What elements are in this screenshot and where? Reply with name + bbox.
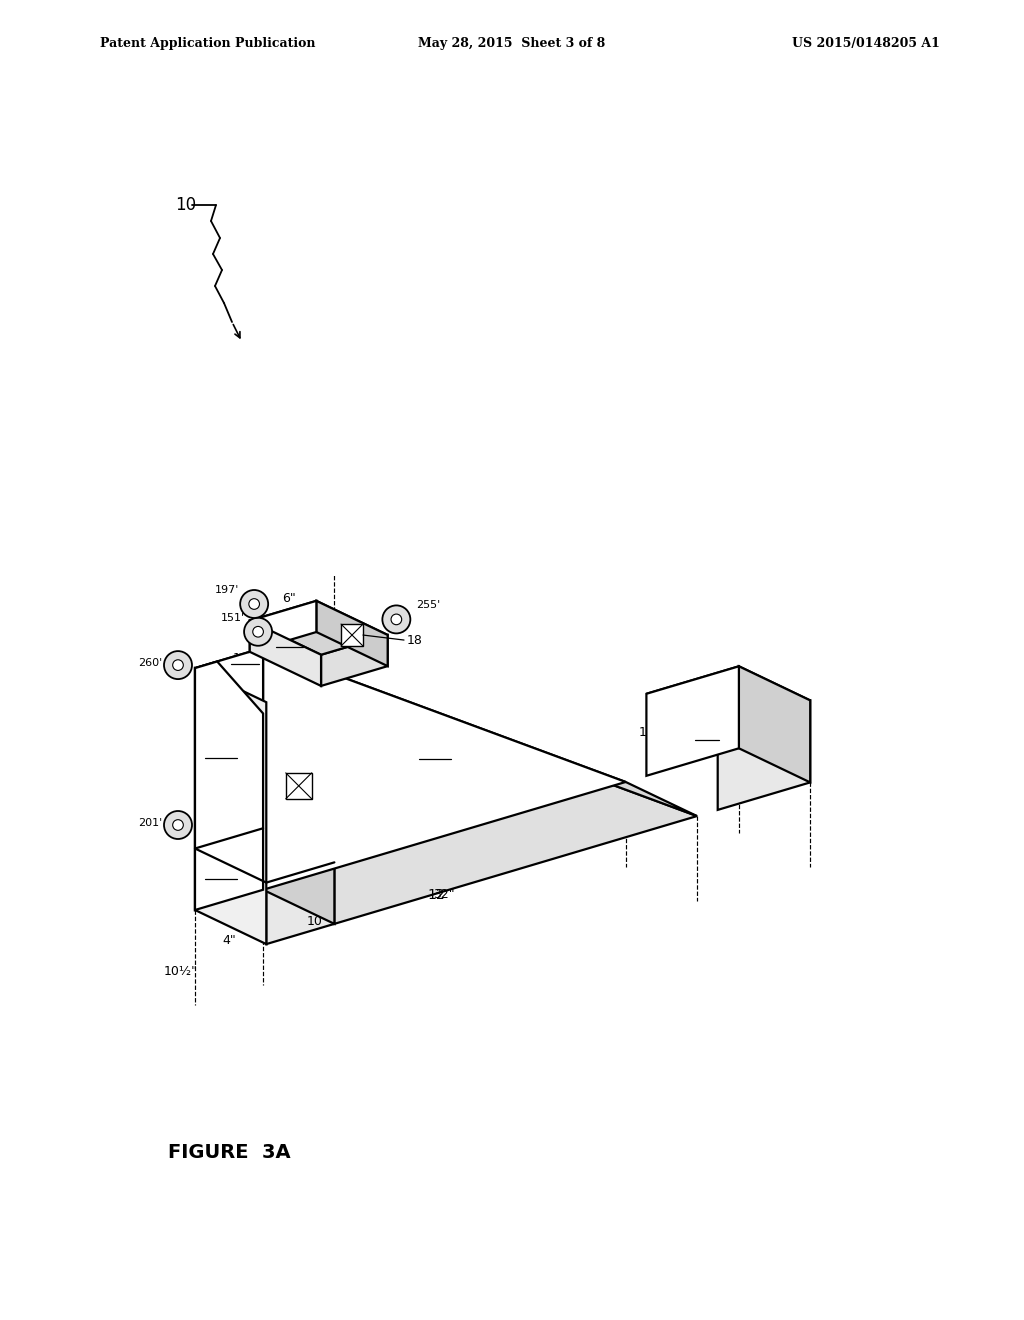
Polygon shape <box>286 774 311 799</box>
Polygon shape <box>739 667 810 783</box>
Polygon shape <box>195 648 263 909</box>
Polygon shape <box>250 620 322 686</box>
Text: May 28, 2015  Sheet 3 of 8: May 28, 2015 Sheet 3 of 8 <box>419 37 605 50</box>
Polygon shape <box>316 601 388 667</box>
Text: 15c: 15c <box>278 635 300 648</box>
Polygon shape <box>322 635 388 686</box>
Polygon shape <box>250 601 388 655</box>
Text: Patent Application Publication: Patent Application Publication <box>100 37 315 50</box>
Polygon shape <box>250 601 316 652</box>
Polygon shape <box>646 667 739 776</box>
Polygon shape <box>335 682 697 924</box>
Circle shape <box>382 606 411 634</box>
Circle shape <box>164 810 193 840</box>
Circle shape <box>253 627 263 638</box>
Text: 197': 197' <box>215 585 240 595</box>
Text: 12: 12 <box>428 887 445 902</box>
Text: 15a: 15a <box>422 746 449 759</box>
Polygon shape <box>195 661 263 909</box>
Text: 15a: 15a <box>233 652 257 665</box>
Text: 10½": 10½" <box>163 965 198 978</box>
Text: 14b: 14b <box>208 865 234 879</box>
Text: 18: 18 <box>407 634 423 647</box>
Text: 10": 10" <box>306 915 329 928</box>
Circle shape <box>173 820 183 830</box>
Polygon shape <box>195 668 266 944</box>
Polygon shape <box>718 701 810 810</box>
Circle shape <box>249 599 259 610</box>
Text: 32": 32" <box>433 888 456 902</box>
Text: 16": 16" <box>274 729 297 741</box>
Text: 14a: 14a <box>208 743 234 758</box>
Circle shape <box>241 590 268 618</box>
Text: 10: 10 <box>175 195 197 214</box>
Polygon shape <box>263 648 335 924</box>
Text: 14": 14" <box>639 726 660 739</box>
Text: 10": 10" <box>790 713 811 726</box>
Polygon shape <box>266 682 335 944</box>
Text: 6": 6" <box>282 593 296 606</box>
Text: US 2015/0148205 A1: US 2015/0148205 A1 <box>793 37 940 50</box>
Text: 151': 151' <box>221 612 245 623</box>
Circle shape <box>164 651 193 678</box>
Text: FIGURE  3A: FIGURE 3A <box>168 1143 291 1162</box>
Polygon shape <box>195 648 335 702</box>
Text: 201': 201' <box>138 818 162 828</box>
Circle shape <box>391 614 401 624</box>
Polygon shape <box>263 648 626 890</box>
Text: 4": 4" <box>222 935 236 948</box>
Polygon shape <box>646 667 810 727</box>
Polygon shape <box>341 624 364 645</box>
Text: 6": 6" <box>274 849 289 862</box>
Polygon shape <box>263 648 697 816</box>
Text: 255': 255' <box>417 601 440 610</box>
Text: 17: 17 <box>697 726 716 741</box>
Circle shape <box>173 660 183 671</box>
Circle shape <box>244 618 272 645</box>
Text: 260': 260' <box>138 659 162 668</box>
